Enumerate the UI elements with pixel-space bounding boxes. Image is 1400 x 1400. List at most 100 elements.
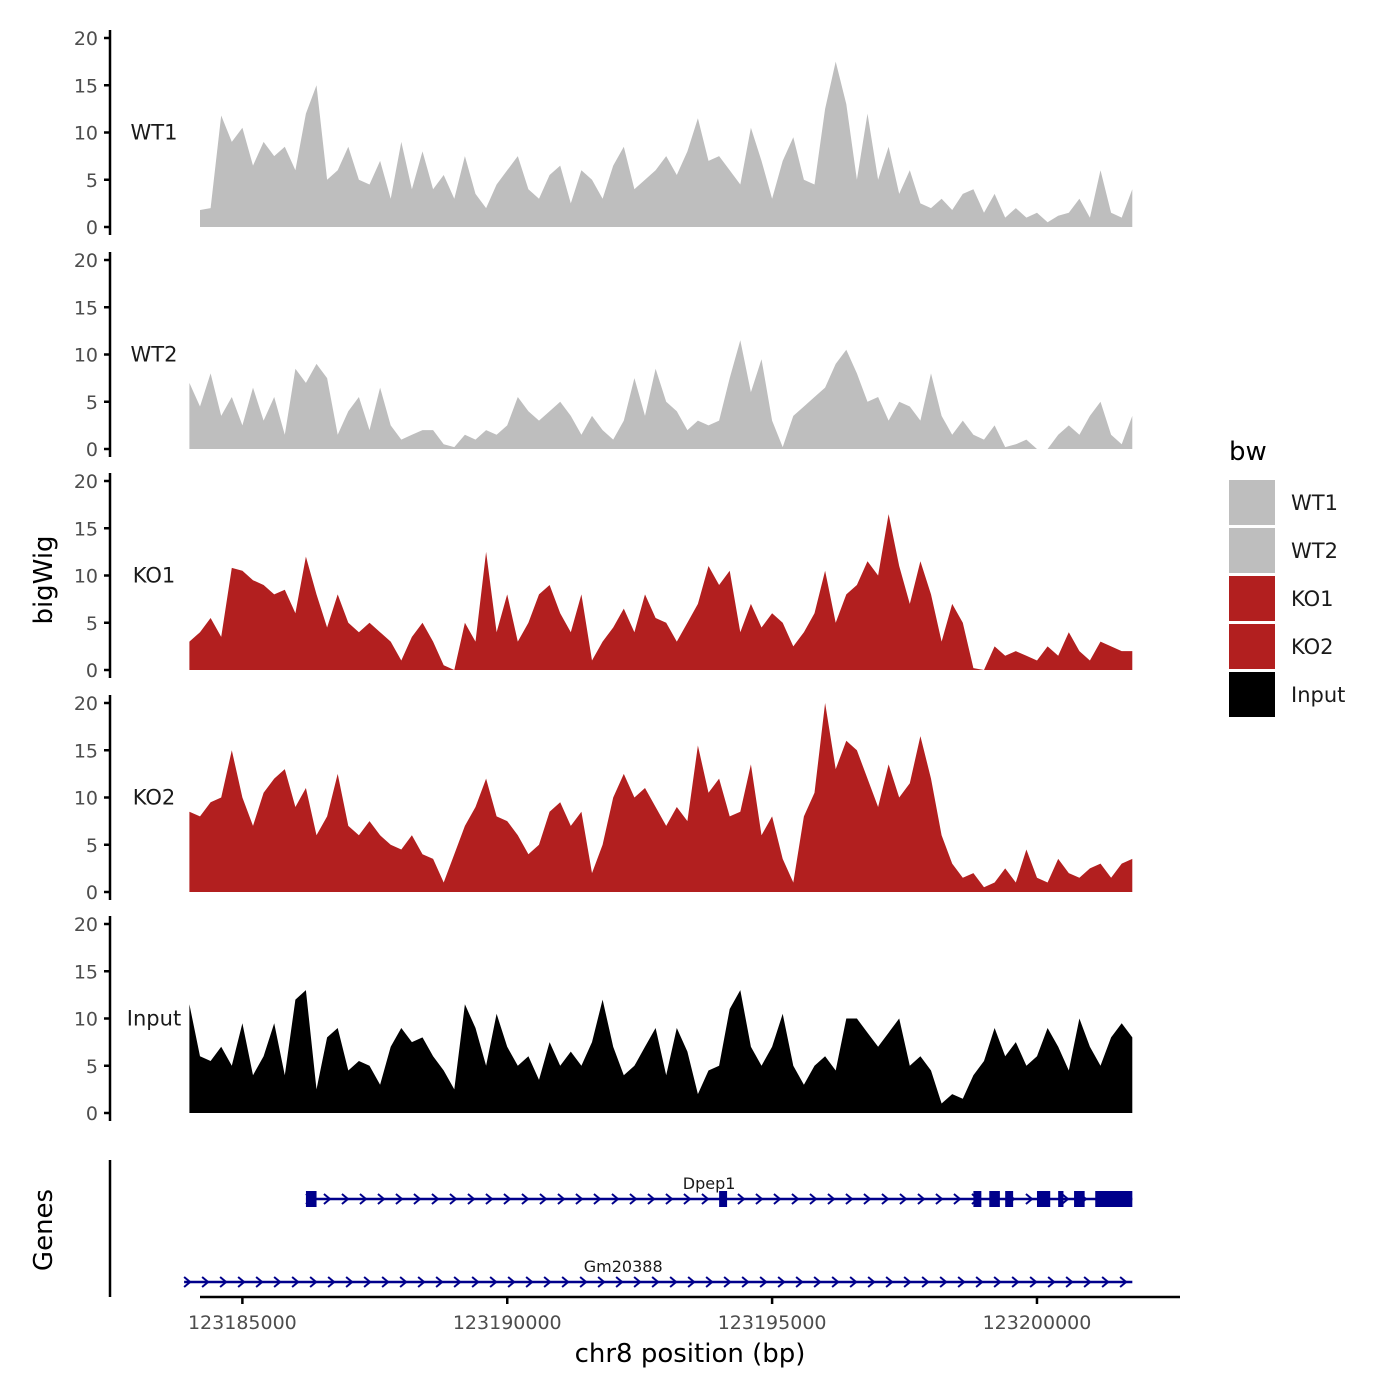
y-tick-label: 20 (74, 471, 98, 493)
legend-label-ko2: KO2 (1291, 635, 1334, 659)
legend-key-wt2 (1229, 528, 1275, 573)
strand-arrow (723, 1276, 732, 1288)
track-label-ko1: KO1 (133, 564, 176, 588)
y-tick-label: 5 (86, 613, 98, 635)
strand-arrow (791, 1193, 800, 1205)
strand-arrow (327, 1276, 336, 1288)
strand-arrow (939, 1276, 948, 1288)
x-axis: 123185000 123190000 123195000 123200000 (188, 1295, 1180, 1334)
track-ko1: 0 5 10 15 20 KO1 (74, 471, 1133, 682)
strand-arrow (561, 1276, 570, 1288)
strand-arrow (903, 1276, 912, 1288)
y-tick-label: 5 (86, 1056, 98, 1078)
strand-arrow (521, 1193, 530, 1205)
exon (1005, 1191, 1014, 1207)
strand-arrow (255, 1276, 264, 1288)
strand-arrow (395, 1193, 404, 1205)
y-tick-label: 10 (74, 788, 98, 810)
track-wt2: 0 5 10 15 20 WT2 (74, 250, 1133, 461)
strand-arrow (935, 1193, 944, 1205)
strand-arrow (1065, 1276, 1074, 1288)
strand-arrow (831, 1276, 840, 1288)
y-tick-label: 0 (86, 439, 98, 461)
strand-arrow (881, 1193, 890, 1205)
gene-label: Dpep1 (683, 1174, 736, 1193)
strand-arrow (629, 1193, 638, 1205)
track-wt1: 0 5 10 15 20 WT1 (74, 28, 1133, 239)
strand-arrow (363, 1276, 372, 1288)
legend-title: bw (1229, 437, 1267, 467)
genes-axis-title: Genes (29, 1189, 59, 1271)
strand-arrow (741, 1276, 750, 1288)
strand-arrow (845, 1193, 854, 1205)
track-label-wt1: WT1 (131, 121, 178, 145)
y-tick-label: 20 (74, 28, 98, 50)
strand-arrow (1061, 1193, 1070, 1205)
strand-arrow (525, 1276, 534, 1288)
coverage-area-ko1 (189, 514, 1133, 670)
exon (1095, 1191, 1133, 1207)
strand-arrow (341, 1193, 350, 1205)
y-tick-label: 15 (74, 961, 98, 983)
strand-arrow (615, 1276, 624, 1288)
y-tick-label: 20 (74, 250, 98, 272)
y-tick-label: 0 (86, 660, 98, 682)
strand-arrow (413, 1193, 422, 1205)
legend-key-input (1229, 672, 1275, 717)
strand-arrow (399, 1276, 408, 1288)
x-tick-label: 123190000 (453, 1312, 562, 1334)
strand-arrow (759, 1276, 768, 1288)
strand-arrow (201, 1276, 210, 1288)
strand-arrow (885, 1276, 894, 1288)
strand-arrow (1119, 1276, 1128, 1288)
strand-arrow (1025, 1193, 1034, 1205)
strand-arrow (665, 1193, 674, 1205)
strand-arrow (453, 1276, 462, 1288)
strand-arrow (1047, 1276, 1056, 1288)
strand-arrow (917, 1193, 926, 1205)
strand-arrow (503, 1193, 512, 1205)
exon (719, 1191, 728, 1207)
strand-arrow (449, 1193, 458, 1205)
strand-arrow (1083, 1276, 1092, 1288)
legend-key-ko1 (1229, 576, 1275, 621)
strand-arrow (687, 1276, 696, 1288)
strand-arrow (417, 1276, 426, 1288)
strand-arrow (953, 1193, 962, 1205)
legend: bw WT1 WT2 KO1 KO2 Input (1229, 437, 1345, 717)
strand-arrow (431, 1193, 440, 1205)
strand-arrow (309, 1276, 318, 1288)
strand-arrow (435, 1276, 444, 1288)
x-axis-title: chr8 position (bp) (575, 1339, 806, 1369)
strand-arrow (579, 1276, 588, 1288)
coverage-area-wt1 (200, 61, 1133, 227)
y-tick-label: 15 (74, 518, 98, 540)
gene-gm20388: Gm20388 (183, 1257, 1133, 1288)
gene-dpep1: Dpep1 (305, 1174, 1133, 1207)
coverage-area-ko2 (189, 703, 1133, 892)
strand-arrow (237, 1276, 246, 1288)
track-ko2: 0 5 10 15 20 KO2 (74, 693, 1133, 904)
strand-arrow (683, 1193, 692, 1205)
strand-arrow (827, 1193, 836, 1205)
strand-arrow (507, 1276, 516, 1288)
strand-arrow (377, 1193, 386, 1205)
legend-key-ko2 (1229, 624, 1275, 669)
strand-arrow (467, 1193, 476, 1205)
x-tick-label: 123200000 (983, 1312, 1092, 1334)
strand-arrow (867, 1276, 876, 1288)
strand-arrow (575, 1193, 584, 1205)
strand-arrow (777, 1276, 786, 1288)
strand-arrow (219, 1276, 228, 1288)
coverage-area-input (189, 990, 1133, 1113)
track-input: 0 5 10 15 20 Input (74, 914, 1133, 1125)
y-tick-label: 15 (74, 297, 98, 319)
strand-arrow (809, 1193, 818, 1205)
strand-arrow (345, 1276, 354, 1288)
strand-arrow (323, 1193, 332, 1205)
strand-arrow (701, 1193, 710, 1205)
legend-key-wt1 (1229, 480, 1275, 525)
y-tick-label: 10 (74, 1009, 98, 1031)
gene-label: Gm20388 (584, 1257, 663, 1276)
y-tick-label: 15 (74, 75, 98, 97)
